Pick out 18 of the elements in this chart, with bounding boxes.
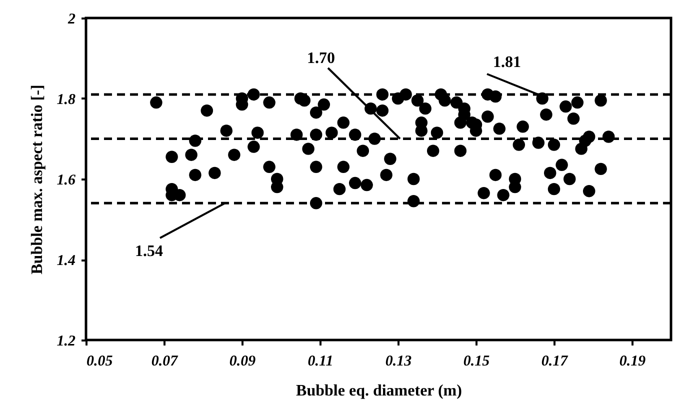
x-tick-label: 0.13 xyxy=(385,354,412,370)
y-axis-title: Bubble max. aspect ratio [-] xyxy=(28,84,46,274)
ref-line-label: 1.70 xyxy=(307,50,335,67)
y-tick-label: 1.6 xyxy=(56,172,76,188)
y-tick-label: 1.2 xyxy=(56,334,76,350)
x-axis-title: Bubble eq. diameter (m) xyxy=(296,382,462,400)
x-tick-label: 0.07 xyxy=(151,354,178,370)
ref-line-label: 1.81 xyxy=(493,54,521,71)
x-tick-label: 0.19 xyxy=(619,354,646,370)
x-tick-label: 0.05 xyxy=(86,354,114,370)
x-tick-label: 0.09 xyxy=(229,354,256,370)
ref-line-label: 1.54 xyxy=(135,243,163,260)
x-tick-label: 0.11 xyxy=(308,354,334,370)
x-tick-label: 0.15 xyxy=(463,354,490,370)
y-tick-label: 1.4 xyxy=(56,253,76,269)
y-tick-label: 1.8 xyxy=(56,92,76,108)
x-tick-label: 0.17 xyxy=(541,354,568,370)
y-tick-label: 2 xyxy=(67,12,76,28)
